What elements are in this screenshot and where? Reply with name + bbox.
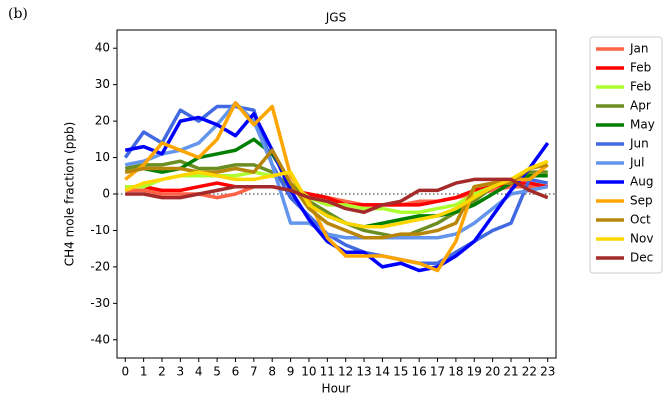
legend-label: Apr — [630, 99, 651, 113]
x-axis-label: Hour — [322, 382, 351, 396]
x-tick-label: 19 — [467, 365, 482, 379]
x-tick-label: 15 — [393, 365, 408, 379]
x-tick-label: 18 — [448, 365, 463, 379]
legend-label: Aug — [630, 175, 653, 189]
legend-box — [589, 36, 663, 274]
x-tick-label: 13 — [356, 365, 371, 379]
legend-label: Feb — [630, 80, 651, 94]
x-tick-label: 12 — [338, 365, 353, 379]
x-tick-label: 3 — [177, 365, 185, 379]
x-tick-label: 6 — [232, 365, 240, 379]
x-tick-label: 14 — [375, 365, 390, 379]
x-tick-label: 4 — [195, 365, 203, 379]
y-tick-label: 40 — [95, 41, 110, 55]
x-tick-label: 0 — [121, 365, 129, 379]
x-tick-label: 8 — [268, 365, 276, 379]
data-line — [125, 177, 549, 214]
y-tick-label: -40 — [90, 332, 110, 346]
legend-label: Nov — [630, 232, 653, 246]
legend-label: Oct — [630, 213, 651, 227]
panel-label: (b) — [8, 6, 28, 22]
legend-label: Sep — [630, 194, 653, 208]
x-tick-label: 1 — [140, 365, 148, 379]
data-line — [125, 181, 549, 207]
x-tick-label: 11 — [320, 365, 335, 379]
y-tick-label: 10 — [95, 150, 110, 164]
x-tick-label: 7 — [250, 365, 258, 379]
y-tick-label: -10 — [90, 223, 110, 237]
x-tick-label: 16 — [412, 365, 427, 379]
legend-label: Feb — [630, 61, 651, 75]
y-tick-label: -20 — [90, 259, 110, 273]
x-tick-label: 23 — [540, 365, 555, 379]
x-tick-label: 5 — [213, 365, 221, 379]
chart-title: JGS — [325, 11, 346, 25]
x-tick-label: 10 — [301, 365, 316, 379]
y-tick-label: 0 — [102, 187, 110, 201]
x-tick-label: 17 — [430, 365, 445, 379]
y-tick-label: 30 — [95, 77, 110, 91]
data-line — [124, 101, 549, 240]
legend-label: Jan — [629, 42, 649, 56]
y-tick-label: 20 — [95, 114, 110, 128]
y-axis-label: CH4 mole fraction (ppb) — [63, 122, 77, 267]
legend-label: May — [630, 118, 655, 132]
x-tick-label: 9 — [287, 365, 295, 379]
x-tick-label: 22 — [522, 365, 537, 379]
data-line — [124, 159, 549, 229]
plot-frame — [116, 29, 557, 359]
y-tick-label: -30 — [90, 296, 110, 310]
legend-label: Jun — [629, 137, 649, 151]
legend-label: Jul — [629, 156, 644, 170]
x-tick-label: 2 — [158, 365, 166, 379]
legend-label: Dec — [630, 251, 653, 265]
x-tick-label: 21 — [503, 365, 518, 379]
x-tick-label: 20 — [485, 365, 500, 379]
